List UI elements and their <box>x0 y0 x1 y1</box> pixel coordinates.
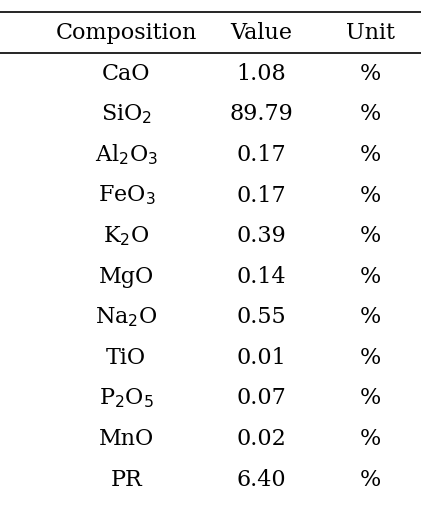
Text: %: % <box>360 63 381 84</box>
Text: 89.79: 89.79 <box>229 103 293 125</box>
Text: K$_2$O: K$_2$O <box>103 224 149 247</box>
Text: %: % <box>360 468 381 490</box>
Text: 0.17: 0.17 <box>236 144 286 165</box>
Text: %: % <box>360 103 381 125</box>
Text: 0.14: 0.14 <box>236 265 286 287</box>
Text: SiO$_2$: SiO$_2$ <box>101 102 152 126</box>
Text: PR: PR <box>110 468 142 490</box>
Text: %: % <box>360 184 381 206</box>
Text: 6.40: 6.40 <box>236 468 286 490</box>
Text: Na$_2$O: Na$_2$O <box>95 305 157 328</box>
Text: %: % <box>360 387 381 409</box>
Text: %: % <box>360 346 381 368</box>
Text: Composition: Composition <box>56 22 197 44</box>
Text: 0.17: 0.17 <box>236 184 286 206</box>
Text: TiO: TiO <box>106 346 147 368</box>
Text: Unit: Unit <box>346 22 395 44</box>
Text: Value: Value <box>230 22 292 44</box>
Text: %: % <box>360 265 381 287</box>
Text: 0.55: 0.55 <box>236 305 286 328</box>
Text: %: % <box>360 144 381 165</box>
Text: 1.08: 1.08 <box>236 63 286 84</box>
Text: %: % <box>360 224 381 247</box>
Text: %: % <box>360 427 381 449</box>
Text: 0.07: 0.07 <box>236 387 286 409</box>
Text: FeO$_3$: FeO$_3$ <box>98 183 155 207</box>
Text: Al$_2$O$_3$: Al$_2$O$_3$ <box>95 143 158 167</box>
Text: 0.02: 0.02 <box>236 427 286 449</box>
Text: MgO: MgO <box>99 265 154 287</box>
Text: 0.01: 0.01 <box>236 346 286 368</box>
Text: %: % <box>360 305 381 328</box>
Text: P$_2$O$_5$: P$_2$O$_5$ <box>99 386 154 409</box>
Text: 0.39: 0.39 <box>236 224 286 247</box>
Text: CaO: CaO <box>102 63 151 84</box>
Text: MnO: MnO <box>99 427 154 449</box>
